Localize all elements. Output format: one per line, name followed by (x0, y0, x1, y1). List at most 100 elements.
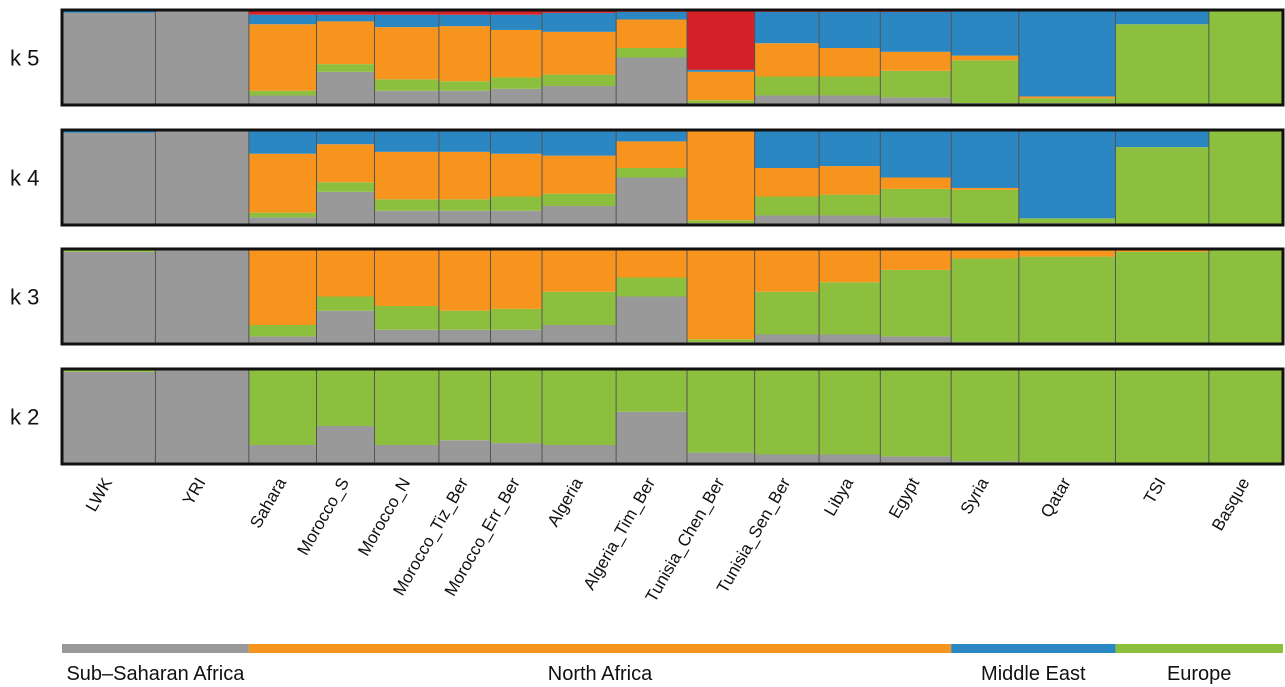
bar-segment-gray (374, 90, 440, 105)
bar-segment-red (490, 10, 543, 15)
bar-segment-green (1208, 249, 1284, 344)
bar-segment-green (819, 194, 881, 216)
bar-segment-blue (819, 11, 881, 48)
bar-segment-green (1208, 10, 1284, 105)
bar-segment-gray (155, 369, 250, 464)
bar-segment-orange (1018, 96, 1116, 99)
bar-segment-gray (687, 452, 756, 464)
bar-segment-gray (819, 454, 881, 464)
bar-segment-green (248, 369, 317, 445)
bar-segment-blue (248, 130, 317, 154)
region-label: North Africa (548, 663, 653, 685)
panel-k2: k 2 (10, 367, 1285, 466)
bar-segment-gray (316, 71, 375, 105)
bar-segment-green (951, 258, 1020, 343)
region-bar: Sub–Saharan Africa North Africa Middle Eas… (62, 644, 1283, 685)
region-band (62, 644, 249, 653)
population-label: Egypt (885, 474, 923, 521)
bar-segment-orange (819, 249, 881, 283)
bar-segment-green (316, 296, 375, 311)
bar-segment-green (687, 220, 756, 224)
bar-segment-blue (616, 130, 688, 142)
bar-segment-gray (880, 336, 952, 344)
bar-segment-orange (374, 27, 440, 80)
bar-segment-gray (316, 426, 375, 464)
bar-segment-gray (754, 334, 820, 344)
bar-segment-blue (951, 10, 1020, 56)
bar-segment-blue (754, 11, 820, 44)
bar-segment-orange (687, 249, 756, 340)
bar-segment-green (687, 339, 756, 343)
bar-segment-green (951, 189, 1020, 224)
bar-segment-green (438, 199, 491, 211)
bar-segment-orange (880, 249, 952, 270)
bar-segment-gray (438, 90, 491, 105)
bar-segment-orange (490, 153, 543, 197)
bar-segment-orange (542, 31, 617, 75)
bar-segment-blue (616, 11, 688, 20)
panel-frame (60, 128, 1285, 227)
bar-segment-green (542, 291, 617, 325)
bar-segment-gray (542, 325, 617, 344)
bar-segment-green (374, 199, 440, 211)
population-label: Morocco_S (294, 475, 353, 559)
bar-segment-gray (542, 86, 617, 105)
bar-segment-gray (374, 445, 440, 464)
bar-segment-red (687, 10, 756, 70)
bar-segment-gray (316, 191, 375, 225)
bar-segment-orange (438, 26, 491, 82)
bar-segment-green (616, 48, 688, 58)
bar-segment-gray (62, 371, 156, 464)
bar-segment-gray (248, 336, 317, 344)
panel-label: k 2 (10, 405, 39, 430)
bar-segment-orange (754, 249, 820, 292)
bar-segment-green (248, 325, 317, 337)
bar-segment-gray (880, 217, 952, 225)
bar-segment-orange (616, 249, 688, 278)
bar-segment-green (316, 182, 375, 192)
bar-segment-gray (248, 95, 317, 105)
bar-segment-green (1115, 369, 1210, 464)
panel-k4: k 4 (10, 128, 1285, 227)
population-label: Syria (957, 474, 993, 518)
bar-segment-blue (490, 14, 543, 30)
bar-segment-green (438, 81, 491, 91)
bar-segment-gray (248, 217, 317, 225)
bar-segment-green (687, 369, 756, 453)
bar-segment-blue (542, 130, 617, 156)
bar-segment-orange (438, 151, 491, 200)
panel-label: k 3 (10, 285, 39, 310)
bar-segment-gray (754, 95, 820, 105)
bar-segment-blue (1115, 130, 1210, 148)
bar-segment-blue (1115, 10, 1210, 25)
bar-segment-gray (316, 310, 375, 344)
bar-segment-green (880, 188, 952, 218)
bar-segment-gray (62, 132, 156, 225)
bar-segment-orange (754, 43, 820, 77)
bar-segment-green (438, 369, 491, 441)
bar-segment-orange (1018, 249, 1116, 257)
bar-segment-blue (880, 11, 952, 52)
bar-segment-blue (819, 130, 881, 167)
bar-segment-gray (616, 411, 688, 464)
bar-segment-green (1018, 256, 1116, 343)
bar-segment-green (819, 369, 881, 455)
bar-segment-green (490, 369, 543, 444)
bar-segment-green (951, 369, 1020, 462)
bar-segment-green (616, 369, 688, 412)
bar-segment-blue (248, 14, 317, 25)
bar-segment-green (542, 369, 617, 445)
bar-segment-blue (316, 14, 375, 22)
bar-segment-gray (490, 88, 543, 105)
bar-segment-green (248, 90, 317, 96)
bar-segment-gray (438, 440, 491, 464)
bar-segment-orange (248, 24, 317, 91)
bar-segment-red (248, 10, 317, 15)
bar-segment-green (880, 269, 952, 337)
bar-segment-green (819, 282, 881, 335)
bar-segment-green (754, 291, 820, 335)
bar-segment-green (490, 308, 543, 330)
bar-segment-gray (374, 210, 440, 225)
region-band (248, 644, 952, 653)
bar-segment-green (880, 369, 952, 457)
